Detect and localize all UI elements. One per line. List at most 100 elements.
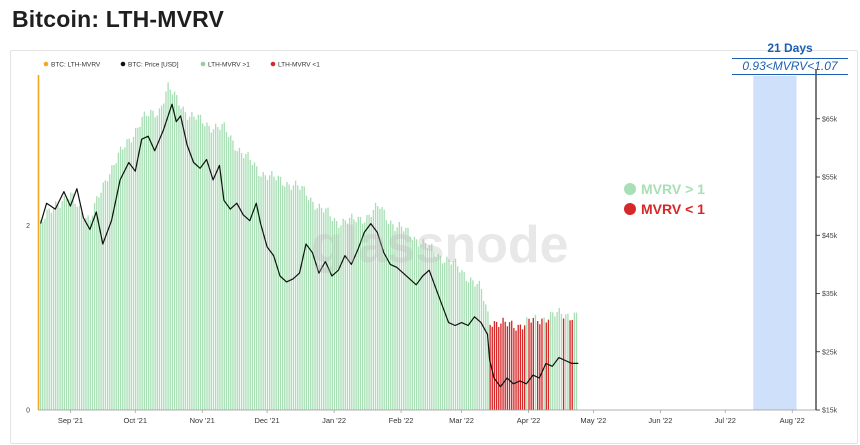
mvrv-bar [85, 217, 87, 410]
mvrv-bar [450, 264, 452, 410]
legend-item[interactable]: LTH-MVRV <1 [270, 61, 321, 68]
mvrv-bar [277, 175, 279, 410]
mvrv-bar [184, 112, 187, 410]
mvrv-bar [539, 324, 541, 410]
mvrv-bar [189, 116, 191, 410]
mvrv-bar [493, 321, 496, 410]
mvrv-bar [377, 205, 379, 410]
x-tick-label: Dec '21 [254, 416, 279, 425]
mvrv-bar [519, 324, 522, 410]
right-tick-label: $25k [822, 349, 838, 356]
legend-swatch [270, 61, 276, 67]
mvrv-bar [331, 220, 334, 410]
x-tick-label: Jun '22 [648, 416, 672, 425]
mvrv-bar [96, 196, 98, 410]
mvrv-bar [48, 208, 50, 410]
mvrv-bar [236, 151, 238, 411]
mvrv-bar [195, 119, 197, 410]
x-tick-label: Feb '22 [389, 416, 414, 425]
mvrv-bar [230, 135, 232, 410]
right-tick-label: $55k [822, 175, 838, 182]
annotation-label: MVRV > 1 [641, 181, 705, 197]
mvrv-bar [137, 127, 139, 411]
mvrv-bar [299, 189, 301, 410]
mvrv-bar [61, 200, 63, 410]
mvrv-bar [240, 152, 243, 410]
mvrv-bar [256, 166, 258, 410]
mvrv-bar [63, 195, 66, 410]
mvrv-bar [44, 218, 46, 410]
mvrv-bar [139, 126, 141, 410]
mvrv-bar [217, 127, 219, 411]
mvrv-bar [208, 125, 210, 410]
mvrv-bar [251, 164, 254, 410]
mvrv-bar [52, 208, 55, 410]
mvrv-bar [219, 129, 221, 410]
mvrv-bar [357, 216, 359, 410]
mvrv-bar [115, 163, 117, 410]
mvrv-bar [72, 193, 74, 410]
mvrv-bar [364, 222, 366, 410]
mvrv-bar [206, 122, 208, 411]
highlight-window [753, 76, 797, 410]
legend-swatch [120, 61, 126, 67]
mvrv-bar [182, 106, 184, 411]
mvrv-bar [444, 262, 446, 410]
mvrv-bar [452, 261, 455, 410]
mvrv-bar [482, 300, 485, 410]
legend-item[interactable]: BTC: LTH-MVRV [43, 61, 101, 68]
mvrv-bar [465, 280, 468, 410]
annotation-swatch [624, 203, 636, 215]
mvrv-bar [372, 209, 375, 410]
mvrv-bar [558, 307, 560, 410]
mvrv-bar [264, 175, 267, 410]
mvrv-bar [495, 321, 498, 410]
mvrv-bar [318, 203, 321, 410]
mvrv-bar [245, 153, 247, 410]
mvrv-bar [186, 119, 189, 410]
mvrv-bar [83, 220, 85, 410]
legend-swatch [200, 61, 206, 67]
mvrv-bar [163, 103, 165, 411]
mvrv-bar [89, 220, 91, 410]
mvrv-bar [478, 280, 480, 410]
mvrv-bar [428, 245, 431, 410]
mvrv-bar [130, 142, 133, 410]
mvrv-bar [431, 243, 433, 410]
mvrv-bar [143, 111, 145, 410]
mvrv-bar [253, 162, 256, 410]
mvrv-bar [260, 176, 262, 410]
legend-label: BTC: LTH-MVRV [51, 61, 101, 68]
mvrv-bar [269, 175, 271, 410]
mvrv-bar [338, 227, 340, 410]
mvrv-bar [461, 270, 463, 410]
legend-item[interactable]: LTH-MVRV >1 [200, 61, 251, 68]
mvrv-bar [234, 150, 236, 410]
mvrv-bar [409, 236, 411, 410]
mvrv-bar [474, 286, 476, 410]
mvrv-bar [368, 214, 370, 410]
mvrv-bar [441, 263, 444, 410]
mvrv-bar [232, 140, 234, 411]
mvrv-bar [91, 215, 94, 410]
x-tick-label: Apr '22 [517, 416, 541, 425]
mvrv-bar [39, 219, 42, 410]
mvrv-bar [387, 223, 390, 410]
mvrv-bar [528, 318, 530, 410]
mvrv-bar [275, 180, 277, 410]
mvrv-bar [212, 129, 215, 410]
chart-frame [10, 50, 858, 444]
mvrv-bar [521, 329, 524, 410]
mvrv-bar [301, 185, 303, 410]
mvrv-bar [351, 213, 353, 410]
mvrv-bar [530, 322, 532, 410]
mvrv-bar [552, 312, 554, 410]
mvrv-bar [508, 322, 511, 410]
legend-item[interactable]: BTC: Price [USD] [120, 61, 179, 68]
mvrv-bar [545, 322, 547, 410]
mvrv-bar [178, 105, 180, 410]
mvrv-bar [374, 202, 377, 410]
mvrv-bar [59, 207, 61, 410]
mvrv-bar [286, 181, 288, 410]
mvrv-bar [281, 185, 284, 410]
